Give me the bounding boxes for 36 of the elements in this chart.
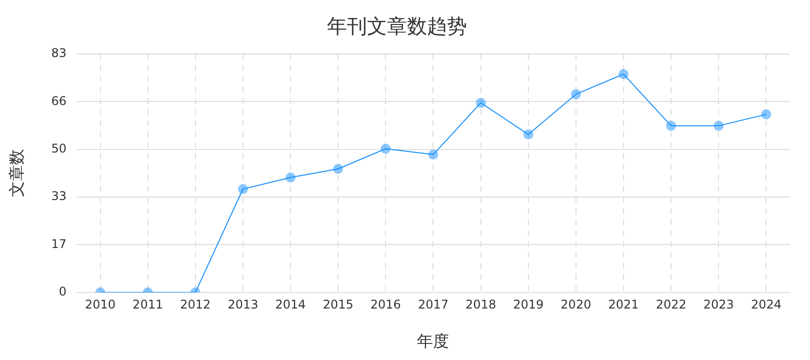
point <box>238 184 248 194</box>
y-tick-label: 17 <box>51 236 66 251</box>
x-tick-label: 2017 <box>418 298 449 312</box>
x-tick-label: 2023 <box>703 298 734 312</box>
y-tick-label: 33 <box>51 189 66 204</box>
x-tick-label: 2012 <box>180 298 211 312</box>
x-tick-label: 2016 <box>370 298 401 312</box>
x-axis-title: 年度 <box>417 332 450 351</box>
y-tick-label: 66 <box>51 94 66 108</box>
point <box>333 164 344 174</box>
x-tick-label: 2024 <box>750 298 782 312</box>
x-tick-label: 2018 <box>466 298 496 312</box>
point <box>570 89 581 100</box>
y-tick-label: 50 <box>51 141 66 156</box>
x-tick-label: 2010 <box>84 298 116 312</box>
point <box>666 120 676 131</box>
y-tick-label: 0 <box>58 284 66 299</box>
y-axis-title: 文章数 <box>6 149 26 198</box>
point <box>476 98 486 108</box>
point <box>286 172 296 183</box>
point <box>428 150 438 160</box>
point <box>618 69 629 80</box>
x-tick-label: 2015 <box>322 298 354 312</box>
x-tick-label: 2021 <box>608 298 639 312</box>
point <box>523 129 534 140</box>
x-tick-label: 2022 <box>656 298 686 312</box>
x-tick-label: 2020 <box>560 298 592 312</box>
chart-title: 年刊文章数趋势 <box>327 14 467 38</box>
point <box>761 109 772 120</box>
x-tick-label: 2013 <box>228 298 258 312</box>
point <box>380 144 391 154</box>
x-tick-label: 2014 <box>275 298 306 312</box>
y-tick-label: 83 <box>51 46 66 60</box>
x-tick-label: 2011 <box>132 298 164 312</box>
x-tick-label: 2019 <box>513 298 544 312</box>
point <box>714 120 724 131</box>
